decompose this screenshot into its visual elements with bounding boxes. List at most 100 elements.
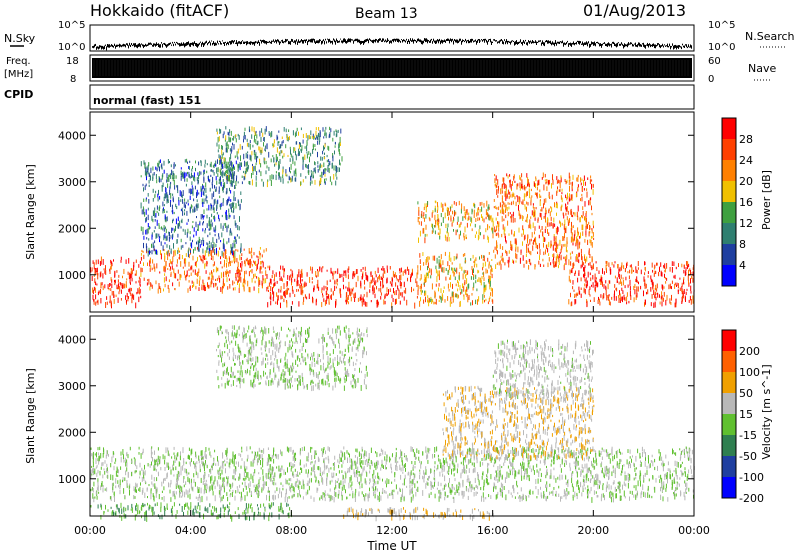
scatter-mark bbox=[202, 228, 204, 232]
scatter-mark bbox=[579, 235, 581, 239]
scatter-mark bbox=[244, 127, 246, 131]
scatter-mark bbox=[242, 477, 244, 481]
scatter-mark bbox=[116, 284, 118, 290]
scatter-mark bbox=[419, 474, 421, 480]
scatter-mark bbox=[514, 238, 516, 244]
sky-noise-point bbox=[585, 42, 586, 45]
scatter-mark bbox=[612, 456, 614, 462]
scatter-mark bbox=[468, 216, 470, 220]
scatter-mark bbox=[291, 270, 293, 277]
scatter-mark bbox=[113, 298, 115, 304]
scatter-mark bbox=[634, 289, 636, 295]
scatter-mark bbox=[274, 163, 276, 167]
scatter-mark bbox=[151, 267, 153, 271]
scatter-mark bbox=[587, 493, 589, 499]
scatter-mark bbox=[571, 194, 573, 199]
scatter-mark bbox=[489, 278, 491, 284]
scatter-mark bbox=[559, 182, 561, 189]
scatter-mark bbox=[644, 279, 646, 285]
scatter-mark bbox=[223, 223, 225, 226]
scatter-mark bbox=[644, 261, 645, 266]
scatter-mark bbox=[163, 288, 164, 292]
scatter-mark bbox=[233, 240, 235, 243]
scatter-mark bbox=[153, 230, 155, 233]
sky-noise-point bbox=[180, 43, 181, 47]
scatter-mark bbox=[279, 271, 281, 278]
scatter-mark bbox=[570, 228, 572, 234]
scatter-mark bbox=[334, 285, 336, 291]
scatter-mark bbox=[466, 222, 468, 228]
scatter-mark bbox=[193, 227, 195, 232]
scatter-mark bbox=[337, 167, 339, 173]
scatter-mark bbox=[647, 289, 649, 295]
scatter-mark bbox=[679, 287, 681, 291]
scatter-mark bbox=[180, 220, 182, 223]
scatter-mark bbox=[169, 466, 171, 469]
scatter-mark bbox=[622, 277, 624, 280]
scatter-mark bbox=[595, 474, 597, 478]
scatter-mark bbox=[585, 475, 587, 481]
scatter-mark bbox=[476, 288, 478, 292]
scatter-mark bbox=[647, 275, 649, 278]
scatter-mark bbox=[505, 204, 507, 208]
scatter-mark bbox=[255, 175, 257, 181]
scatter-mark bbox=[399, 275, 401, 281]
scatter-mark bbox=[202, 280, 204, 284]
scatter-mark bbox=[93, 299, 95, 302]
scatter-mark bbox=[258, 146, 260, 151]
scatter-mark bbox=[317, 134, 319, 141]
scatter-mark bbox=[529, 457, 531, 462]
sky-noise-point bbox=[242, 40, 243, 42]
scatter-mark bbox=[389, 266, 391, 270]
scatter-mark bbox=[553, 253, 555, 259]
sky-noise-point bbox=[107, 44, 108, 48]
scatter-mark bbox=[325, 286, 327, 289]
y-tick-label: 2000 bbox=[58, 222, 86, 235]
scatter-mark bbox=[395, 447, 397, 451]
sky-noise-point bbox=[263, 39, 264, 43]
scatter-mark bbox=[586, 280, 588, 286]
sky-noise-point bbox=[195, 43, 196, 46]
scatter-mark bbox=[456, 221, 458, 225]
scatter-mark bbox=[419, 259, 421, 264]
scatter-mark bbox=[426, 455, 428, 460]
scatter-mark bbox=[434, 214, 436, 221]
scatter-mark bbox=[585, 234, 587, 238]
scatter-mark bbox=[163, 160, 165, 166]
sky-noise-point bbox=[437, 39, 438, 42]
scatter-mark bbox=[106, 296, 108, 300]
scatter-mark bbox=[342, 277, 344, 282]
sky-noise-point bbox=[653, 43, 654, 47]
scatter-mark bbox=[452, 468, 454, 472]
scatter-mark bbox=[226, 164, 228, 169]
scatter-mark bbox=[240, 155, 241, 162]
scatter-mark bbox=[323, 448, 324, 453]
scatter-mark bbox=[177, 223, 179, 229]
scatter-mark bbox=[257, 276, 259, 282]
scatter-mark bbox=[269, 296, 271, 300]
scatter-mark bbox=[516, 195, 518, 198]
scatter-mark bbox=[215, 463, 217, 466]
scatter-mark bbox=[633, 494, 635, 498]
scatter-mark bbox=[491, 273, 493, 279]
scatter-mark bbox=[237, 163, 239, 168]
scatter-mark bbox=[492, 217, 494, 222]
scatter-mark bbox=[340, 293, 342, 298]
scatter-mark bbox=[448, 265, 450, 270]
scatter-mark bbox=[560, 195, 562, 200]
scatter-mark bbox=[144, 162, 146, 169]
scatter-mark bbox=[117, 287, 119, 290]
sky-noise-point bbox=[651, 44, 652, 47]
scatter-mark bbox=[511, 214, 513, 218]
sky-noise-point bbox=[207, 43, 208, 46]
scatter-mark bbox=[481, 214, 482, 218]
scatter-mark bbox=[372, 275, 373, 281]
scatter-mark bbox=[273, 144, 275, 147]
scatter-mark bbox=[545, 198, 547, 203]
sky-noise-point bbox=[253, 41, 254, 45]
scatter-mark bbox=[576, 254, 578, 260]
scatter-mark bbox=[575, 270, 576, 274]
scatter-mark bbox=[169, 174, 171, 177]
scatter-mark bbox=[142, 226, 144, 232]
scatter-mark bbox=[218, 470, 220, 476]
